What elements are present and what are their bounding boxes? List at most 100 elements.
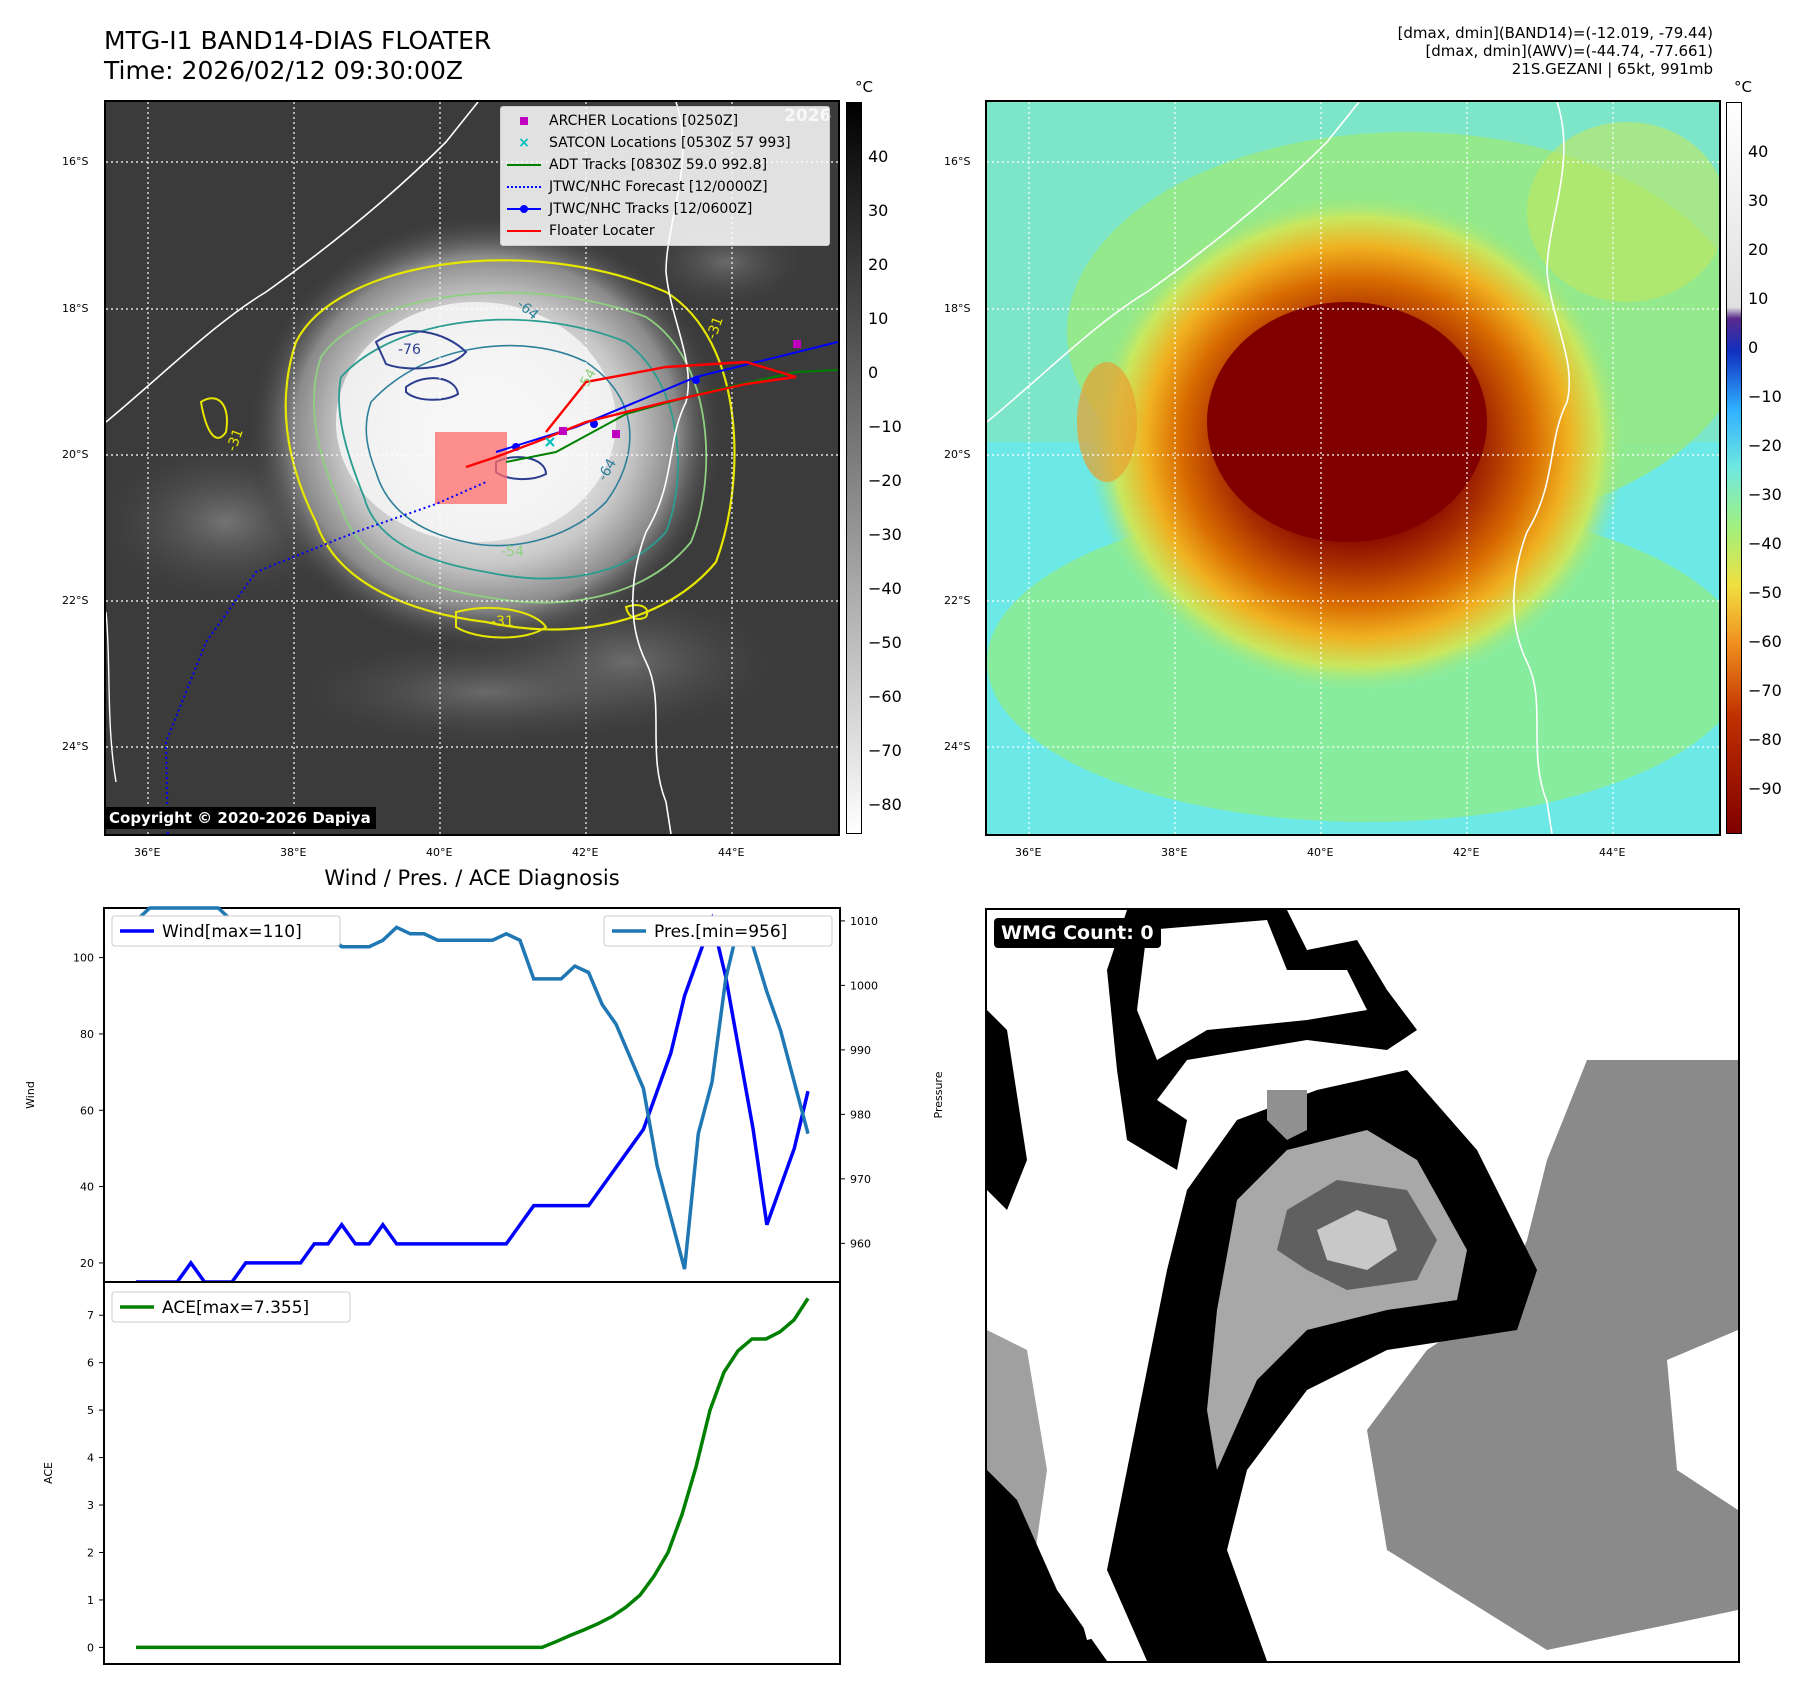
pressure-legend [603, 915, 833, 947]
colorbar-tick: −70 [1748, 681, 1782, 700]
ace-ytick-label: 6 [87, 1357, 94, 1370]
colorbar-tick: −10 [1748, 387, 1782, 406]
stats-band14: [dmax, dmin](BAND14)=(-12.019, -79.44) [1397, 24, 1713, 42]
pressure-ytick-label: 970 [850, 1173, 871, 1186]
legend-item-jtwc: JTWC/NHC Tracks [12/0600Z] [501, 198, 829, 220]
ace-ytick-label: 5 [87, 1404, 94, 1417]
ir-colorbar-unit: °C [855, 78, 873, 96]
legend-item-forecast: JTWC/NHC Forecast [12/0000Z] [501, 176, 829, 198]
wind-pressure-axes [103, 907, 841, 1283]
ace-series-line [136, 1297, 810, 1650]
colorbar-tick: −40 [1748, 534, 1782, 553]
lon-tick-label: 42°E [1453, 846, 1480, 859]
ace-ytick-label: 7 [87, 1309, 94, 1322]
wind-legend-label: Wind[max=110] [162, 922, 302, 942]
x-marker-icon: × [518, 135, 530, 151]
wind-ytick-label: 60 [80, 1104, 94, 1117]
figure-title: MTG-I1 BAND14-DIAS FLOATER Time: 2026/02… [104, 26, 491, 86]
wind-ytick-label: 40 [80, 1181, 94, 1194]
colorbar-tick: −50 [1748, 583, 1782, 602]
legend-label: ADT Tracks [0830Z 59.0 992.8] [549, 157, 768, 173]
colorbar-tick: −80 [1748, 730, 1782, 749]
wmg-panel [985, 908, 1740, 1663]
colorbar-tick: 10 [1748, 289, 1769, 308]
copyright-watermark: Copyright © 2020-2026 Dapiya [104, 807, 376, 829]
diagnosis-title: Wind / Pres. / ACE Diagnosis [324, 866, 620, 890]
colorbar-tick: 40 [1748, 142, 1769, 161]
lat-tick-label: 20°S [944, 448, 971, 461]
lon-tick-label: 38°E [1161, 846, 1188, 859]
legend-label: JTWC/NHC Tracks [12/0600Z] [549, 201, 753, 217]
pressure-ytick-label: 990 [850, 1044, 871, 1057]
wmg-count-badge: WMG Count: 0 [994, 918, 1161, 948]
lon-tick-label: 38°E [280, 846, 307, 859]
wind-legend [111, 915, 341, 947]
ir-colorbar [846, 102, 862, 834]
contour-label: -31 [491, 614, 514, 630]
ace-ytick-label: 3 [87, 1499, 94, 1512]
colorbar-tick: −60 [1748, 632, 1782, 651]
colorbar-tick: 0 [868, 363, 879, 382]
pressure-legend-label: Pres.[min=956] [654, 922, 787, 942]
colorbar-tick: −30 [868, 525, 902, 544]
wind-series-line [136, 913, 810, 1284]
figure-title-line2: Time: 2026/02/12 09:30:00Z [104, 56, 463, 85]
solid-line-icon [507, 154, 541, 176]
legend-label: JTWC/NHC Forecast [12/0000Z] [549, 179, 768, 195]
lat-tick-label: 18°S [62, 302, 89, 315]
colorbar-tick: −90 [1748, 779, 1782, 798]
lon-tick-label: 40°E [426, 846, 453, 859]
colorbar-tick: 30 [1748, 191, 1769, 210]
colorbar-tick: −50 [868, 633, 902, 652]
lon-tick-label: 36°E [1015, 846, 1042, 859]
awv-colorbar-unit: °C [1734, 78, 1752, 96]
awv-colorbar [1726, 102, 1742, 834]
colorbar-tick: −40 [868, 579, 902, 598]
lat-tick-label: 20°S [62, 448, 89, 461]
colorbar-tick: −80 [868, 795, 902, 814]
dotted-line-icon [507, 176, 541, 198]
pressure-ytick-label: 960 [850, 1237, 871, 1250]
stats-storm: 21S.GEZANI | 65kt, 991mb [1511, 60, 1713, 78]
wind-axis-label: Wind [24, 1081, 37, 1109]
lon-tick-label: 44°E [718, 846, 745, 859]
colorbar-tick: −30 [1748, 485, 1782, 504]
awv-map-panel [985, 100, 1721, 836]
legend-item-archer: ARCHER Locations [0250Z] [501, 110, 829, 132]
ace-ytick-label: 4 [87, 1452, 94, 1465]
wmg-image [987, 910, 1738, 1661]
colorbar-tick: 30 [868, 201, 889, 220]
stats-awv: [dmax, dmin](AWV)=(-44.74, -77.661) [1425, 42, 1713, 60]
ir-map-panel: -31 -54 -64 -76 -31 -54 -64 -31 2026 [104, 100, 840, 836]
ace-axis-label: ACE [42, 1462, 55, 1484]
line-with-dot-icon [507, 198, 541, 220]
square-marker-icon [507, 110, 541, 132]
wind-ytick-label: 80 [80, 1028, 94, 1041]
colorbar-tick: 0 [1748, 338, 1759, 357]
pressure-ytick-label: 980 [850, 1108, 871, 1121]
ir-map-image [106, 102, 838, 834]
lon-tick-label: 44°E [1599, 846, 1626, 859]
lat-tick-label: 22°S [944, 594, 971, 607]
lat-tick-label: 24°S [944, 740, 971, 753]
ace-legend-label: ACE[max=7.355] [162, 1298, 309, 1318]
pressure-ytick-label: 1000 [850, 979, 878, 992]
ace-axes [103, 1281, 841, 1665]
lon-tick-label: 40°E [1307, 846, 1334, 859]
legend-label: Floater Locater [549, 223, 655, 239]
lon-tick-label: 36°E [134, 846, 161, 859]
contour-label: -76 [398, 342, 421, 358]
lon-tick-label: 42°E [572, 846, 599, 859]
pressure-ytick-label: 1010 [850, 915, 878, 928]
colorbar-tick: −20 [868, 471, 902, 490]
legend-label: SATCON Locations [0530Z 57 993] [549, 135, 791, 151]
ace-ytick-label: 1 [87, 1594, 94, 1607]
legend-item-floater: Floater Locater [501, 220, 829, 242]
wind-ytick-label: 100 [73, 952, 94, 965]
solid-line-icon [507, 220, 541, 242]
colorbar-tick: 40 [868, 147, 889, 166]
colorbar-tick: −60 [868, 687, 902, 706]
colorbar-tick: 20 [1748, 240, 1769, 259]
contour-label: -54 [501, 544, 524, 560]
